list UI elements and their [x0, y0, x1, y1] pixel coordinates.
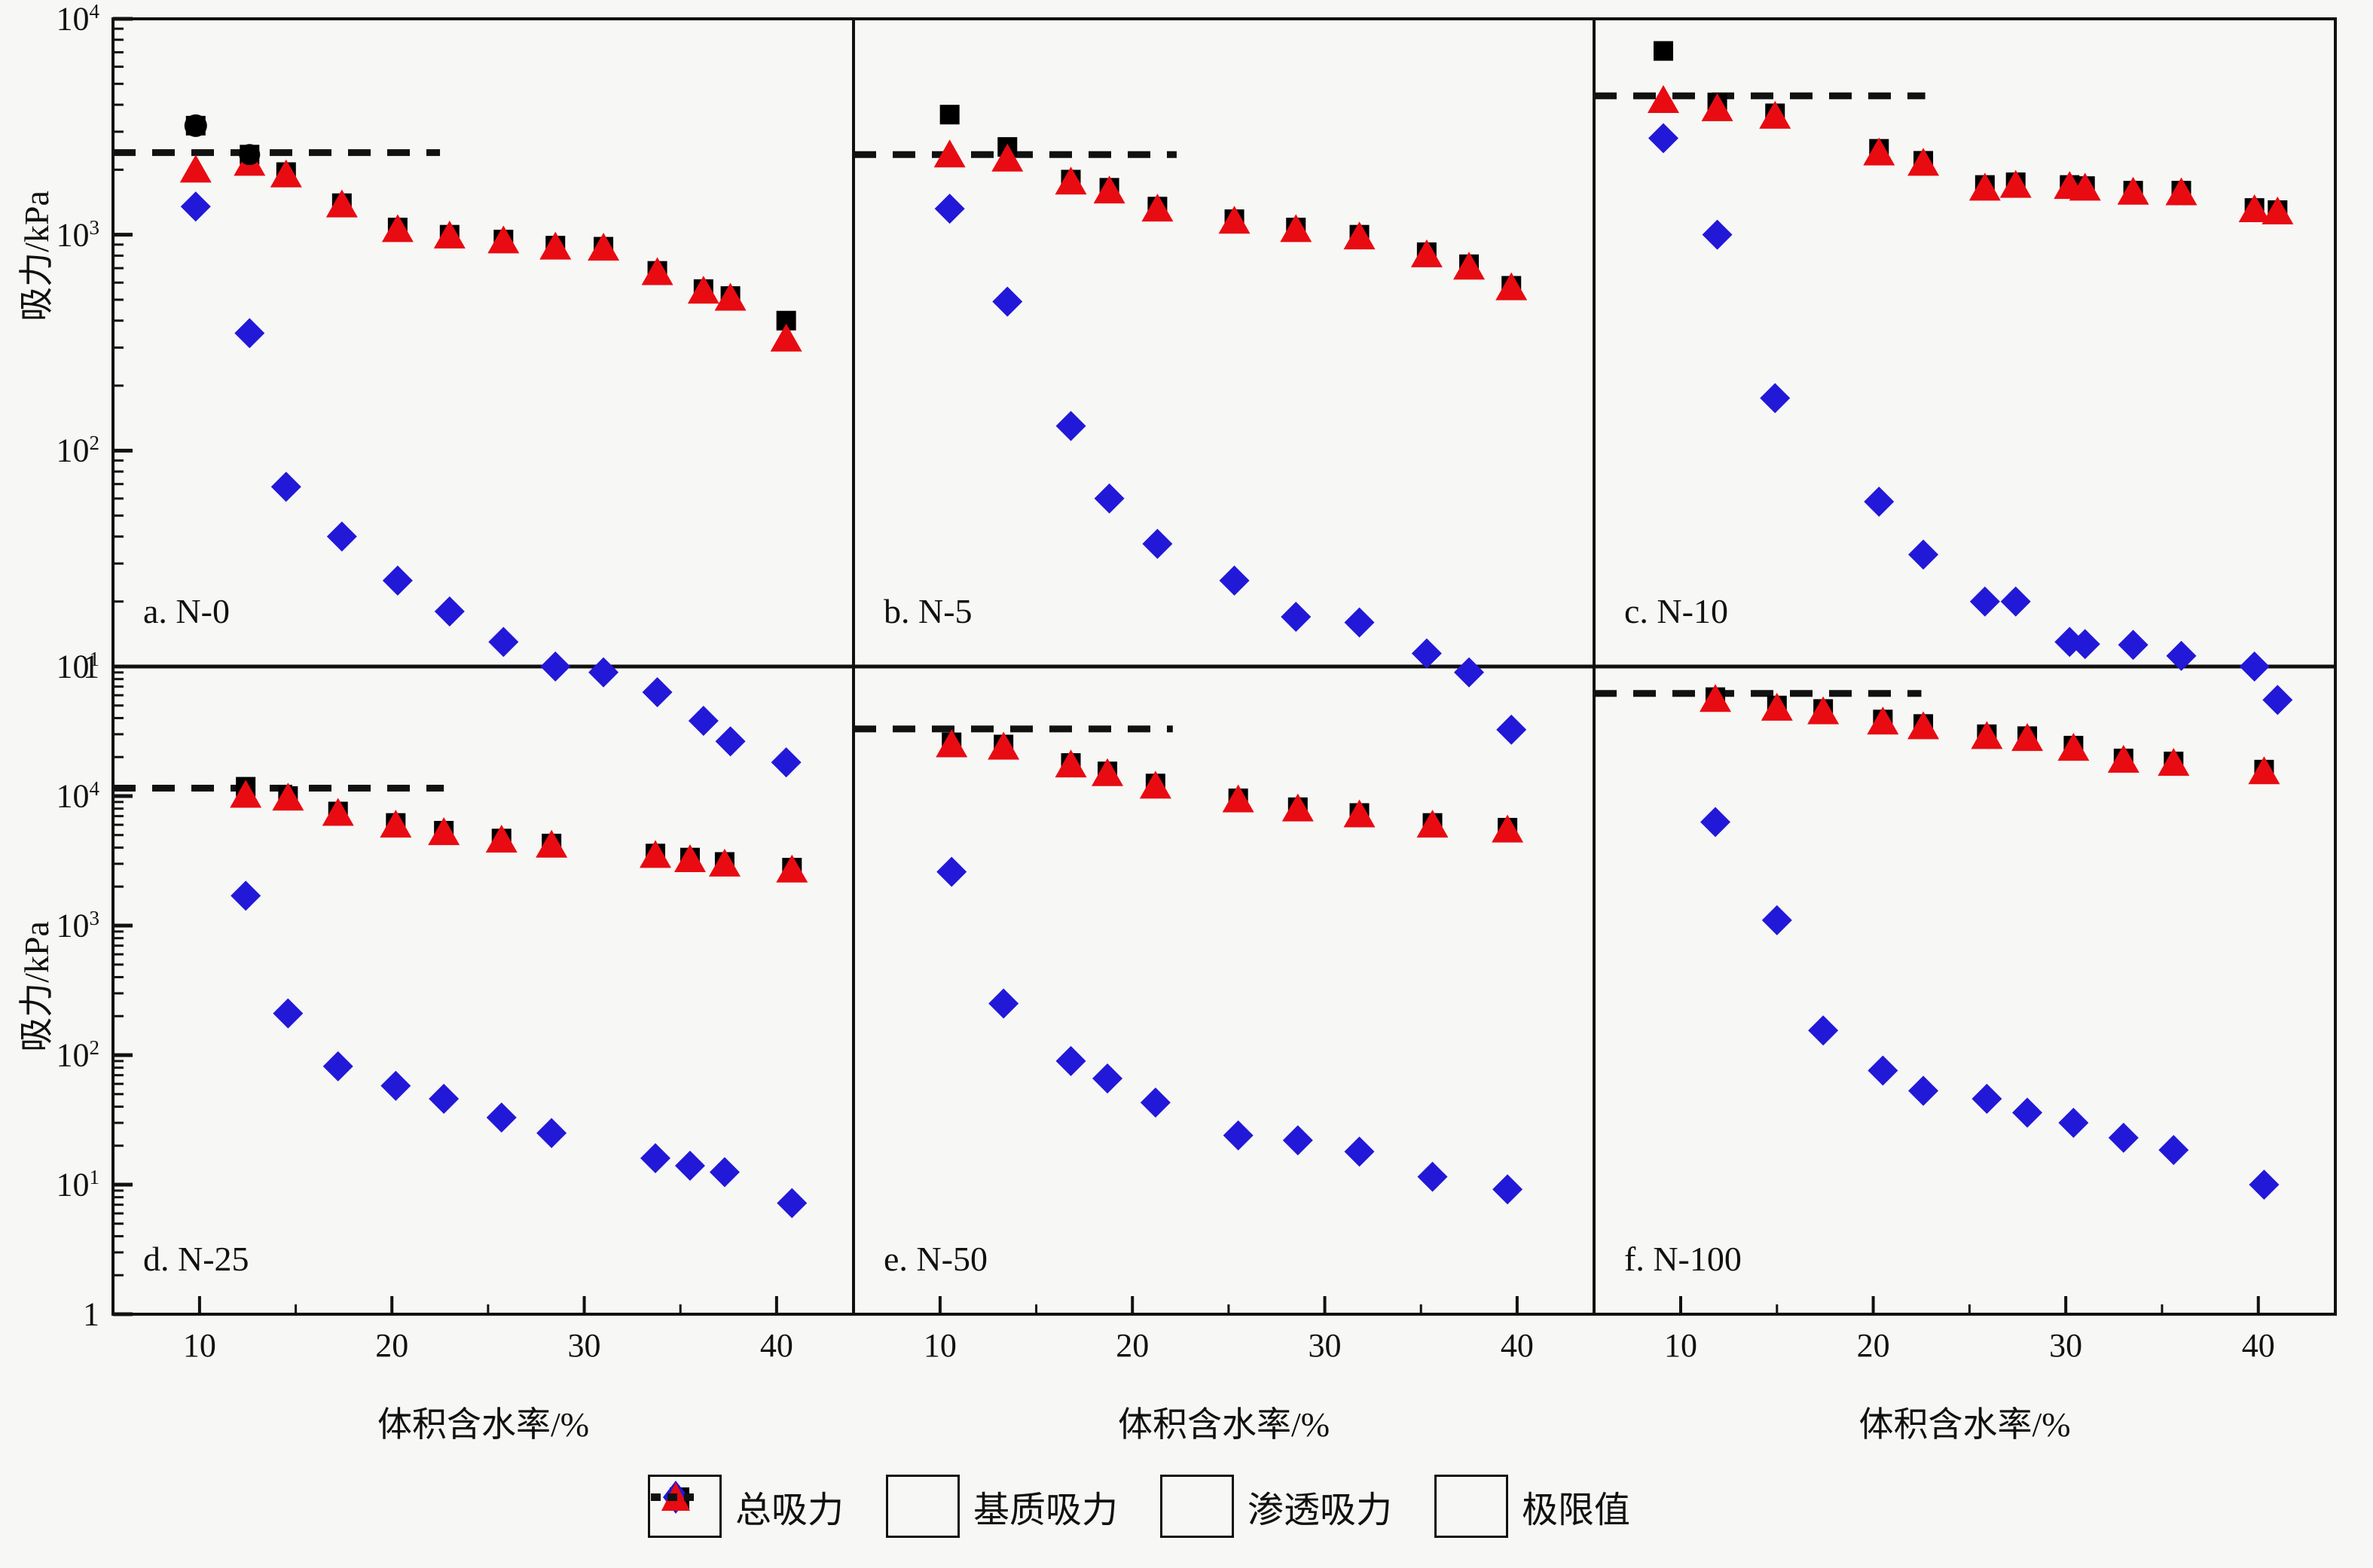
series-diamond	[934, 194, 1527, 745]
y-tick-label: 101	[56, 1165, 100, 1203]
x-tick-label: 10	[1664, 1327, 1697, 1364]
series-diamond	[1700, 807, 2280, 1200]
x-tick-label: 30	[2049, 1327, 2083, 1364]
x-tick-label: 30	[567, 1327, 601, 1364]
series-square	[236, 776, 802, 878]
legend-item-3[interactable]: 极限值	[651, 1475, 1672, 1538]
y-tick-label: 102	[56, 1036, 100, 1074]
series-triangle	[1700, 684, 2280, 785]
x-tick-label: 40	[1500, 1327, 1534, 1364]
panel-label-f: f. N-100	[1624, 1240, 1742, 1278]
y-tick-label: 102	[56, 432, 100, 469]
series-diamond	[180, 191, 802, 778]
chart-legend: 总吸力 基质吸力 渗透吸力 极限值	[648, 1475, 1672, 1538]
series-diamond	[231, 880, 808, 1219]
panel-d	[113, 776, 808, 1219]
panel-e	[854, 725, 1524, 1205]
series-triangle	[179, 148, 802, 352]
legend-marker-triangle-icon	[661, 1475, 1235, 1538]
legend-label-1: 基质吸力	[973, 1490, 1119, 1530]
series-diamond	[936, 856, 1523, 1205]
series-triangle	[933, 139, 1528, 300]
panel-a-first-point	[184, 114, 261, 166]
y-tick-label: 103	[56, 215, 100, 254]
x-axis-label: 体积含水率/%	[1858, 1405, 2071, 1444]
panel-label-c: c. N-10	[1624, 592, 1728, 630]
series-triangle	[230, 779, 808, 883]
panel-c	[1594, 41, 2294, 715]
panel-label-a: a. N-0	[143, 592, 230, 630]
legend-label-3: 极限值	[1522, 1490, 1631, 1530]
x-tick-label: 30	[1308, 1327, 1342, 1364]
legend-marker-diamond-icon	[663, 1475, 960, 1538]
legend-item-2[interactable]: 渗透吸力	[661, 1475, 1434, 1538]
legend-label-2: 渗透吸力	[1248, 1490, 1393, 1530]
x-tick-label: 20	[1116, 1327, 1150, 1364]
legend-marker-dashed-line-icon	[651, 1475, 1509, 1538]
panel-f	[1594, 684, 2280, 1200]
series-diamond	[1648, 123, 2293, 715]
series-triangle	[1648, 85, 2294, 224]
legend-item-1[interactable]: 基质吸力	[663, 1475, 1160, 1538]
y-tick-label: 1	[83, 648, 99, 685]
x-axis-label: 体积含水率/%	[1117, 1405, 1330, 1444]
x-tick-label: 10	[923, 1327, 957, 1364]
y-tick-label: 1	[83, 1295, 99, 1333]
panel-label-e: e. N-50	[884, 1240, 988, 1278]
y-tick-label: 104	[56, 776, 100, 815]
x-tick-label: 20	[375, 1327, 409, 1364]
y-tick-label: 104	[56, 0, 100, 38]
x-tick-label: 10	[182, 1327, 216, 1364]
legend-label-0: 总吸力	[735, 1490, 844, 1530]
x-tick-label: 40	[2241, 1327, 2275, 1364]
y-tick-label: 101	[56, 647, 100, 685]
y-tick-label: 103	[56, 906, 100, 944]
panel-label-d: d. N-25	[143, 1240, 249, 1278]
x-axis-label: 体积含水率/%	[377, 1405, 590, 1444]
x-tick-label: 40	[759, 1327, 793, 1364]
panel-label-b: b. N-5	[884, 592, 973, 630]
panel-b	[854, 105, 1528, 745]
panel-a	[113, 115, 802, 778]
x-tick-label: 20	[1856, 1327, 1890, 1364]
series-square	[1654, 41, 2288, 221]
series-triangle	[936, 729, 1524, 843]
